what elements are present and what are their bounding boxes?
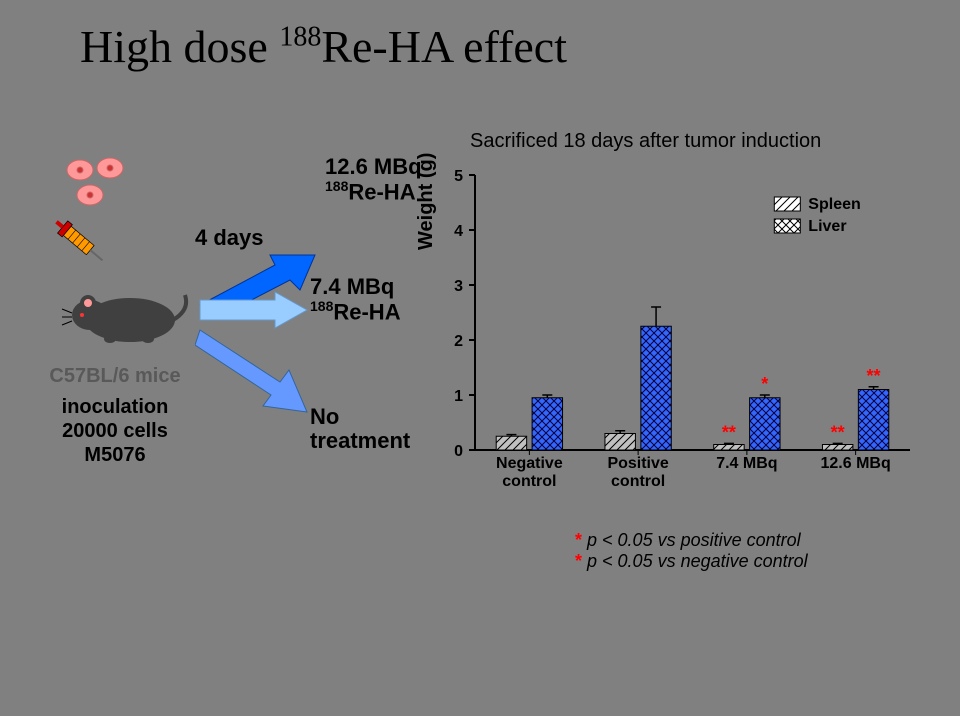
svg-text:Negative: Negative [496, 455, 563, 472]
svg-text:**: ** [831, 422, 845, 442]
chart-title: Sacrificed 18 days after tumor induction [470, 130, 900, 153]
svg-text:control: control [611, 473, 665, 490]
svg-text:1: 1 [454, 388, 463, 405]
svg-text:Positive: Positive [607, 455, 668, 472]
iso-mid: 188 [310, 298, 333, 314]
comp-top: Re-HA [348, 180, 415, 205]
svg-text:12.6 MBq: 12.6 MBq [821, 455, 891, 472]
treatment-mid: 7.4 MBq 188Re-HA [310, 275, 401, 325]
svg-text:0: 0 [454, 443, 463, 460]
footnote-1: * p < 0.05 vs positive control [575, 530, 808, 551]
title-iso: 188 [279, 22, 321, 53]
svg-text:3: 3 [454, 278, 463, 295]
star-2: * [575, 551, 582, 571]
mouse-icon [60, 275, 190, 355]
footnotes: * p < 0.05 vs positive control * p < 0.0… [575, 530, 808, 572]
svg-text:4: 4 [454, 223, 463, 240]
svg-text:5: 5 [454, 168, 463, 185]
fn2-text: p < 0.05 vs negative control [582, 551, 808, 571]
svg-text:Liver: Liver [808, 218, 846, 235]
iso-top: 188 [325, 178, 348, 194]
cells-icon [60, 150, 140, 220]
syringe-icon [55, 220, 115, 275]
mouse-strain-label: C57BL/6 mice [35, 365, 195, 388]
slide: High dose 188Re-HA effect [0, 0, 960, 716]
bar-chart: 012345NegativecontrolPositivecontrol7.4 … [430, 165, 920, 485]
dose-mid: 7.4 MBq [310, 274, 394, 299]
svg-text:Spleen: Spleen [808, 196, 860, 213]
no-2: treatment [310, 428, 410, 453]
slide-title: High dose 188Re-HA effect [80, 20, 567, 73]
treatment-top: 12.6 MBq 188Re-HA [325, 155, 422, 205]
comp-mid: Re-HA [333, 300, 400, 325]
svg-text:7.4 MBq: 7.4 MBq [716, 455, 777, 472]
no-1: No [310, 404, 339, 429]
treatment-bot: No treatment [310, 405, 410, 453]
svg-text:control: control [502, 473, 556, 490]
arrow-bot [195, 320, 325, 420]
svg-text:**: ** [722, 422, 736, 442]
footnote-2: * p < 0.05 vs negative control [575, 551, 808, 572]
title-a: High dose [80, 21, 279, 72]
svg-text:*: * [761, 374, 768, 394]
inoculation-label: inoculation20000 cellsM5076 [35, 395, 195, 467]
dose-top: 12.6 MBq [325, 154, 422, 179]
title-b: Re-HA effect [321, 21, 567, 72]
svg-text:**: ** [867, 366, 881, 386]
svg-text:2: 2 [454, 333, 463, 350]
fn1-text: p < 0.05 vs positive control [582, 530, 801, 550]
star-1: * [575, 530, 582, 550]
